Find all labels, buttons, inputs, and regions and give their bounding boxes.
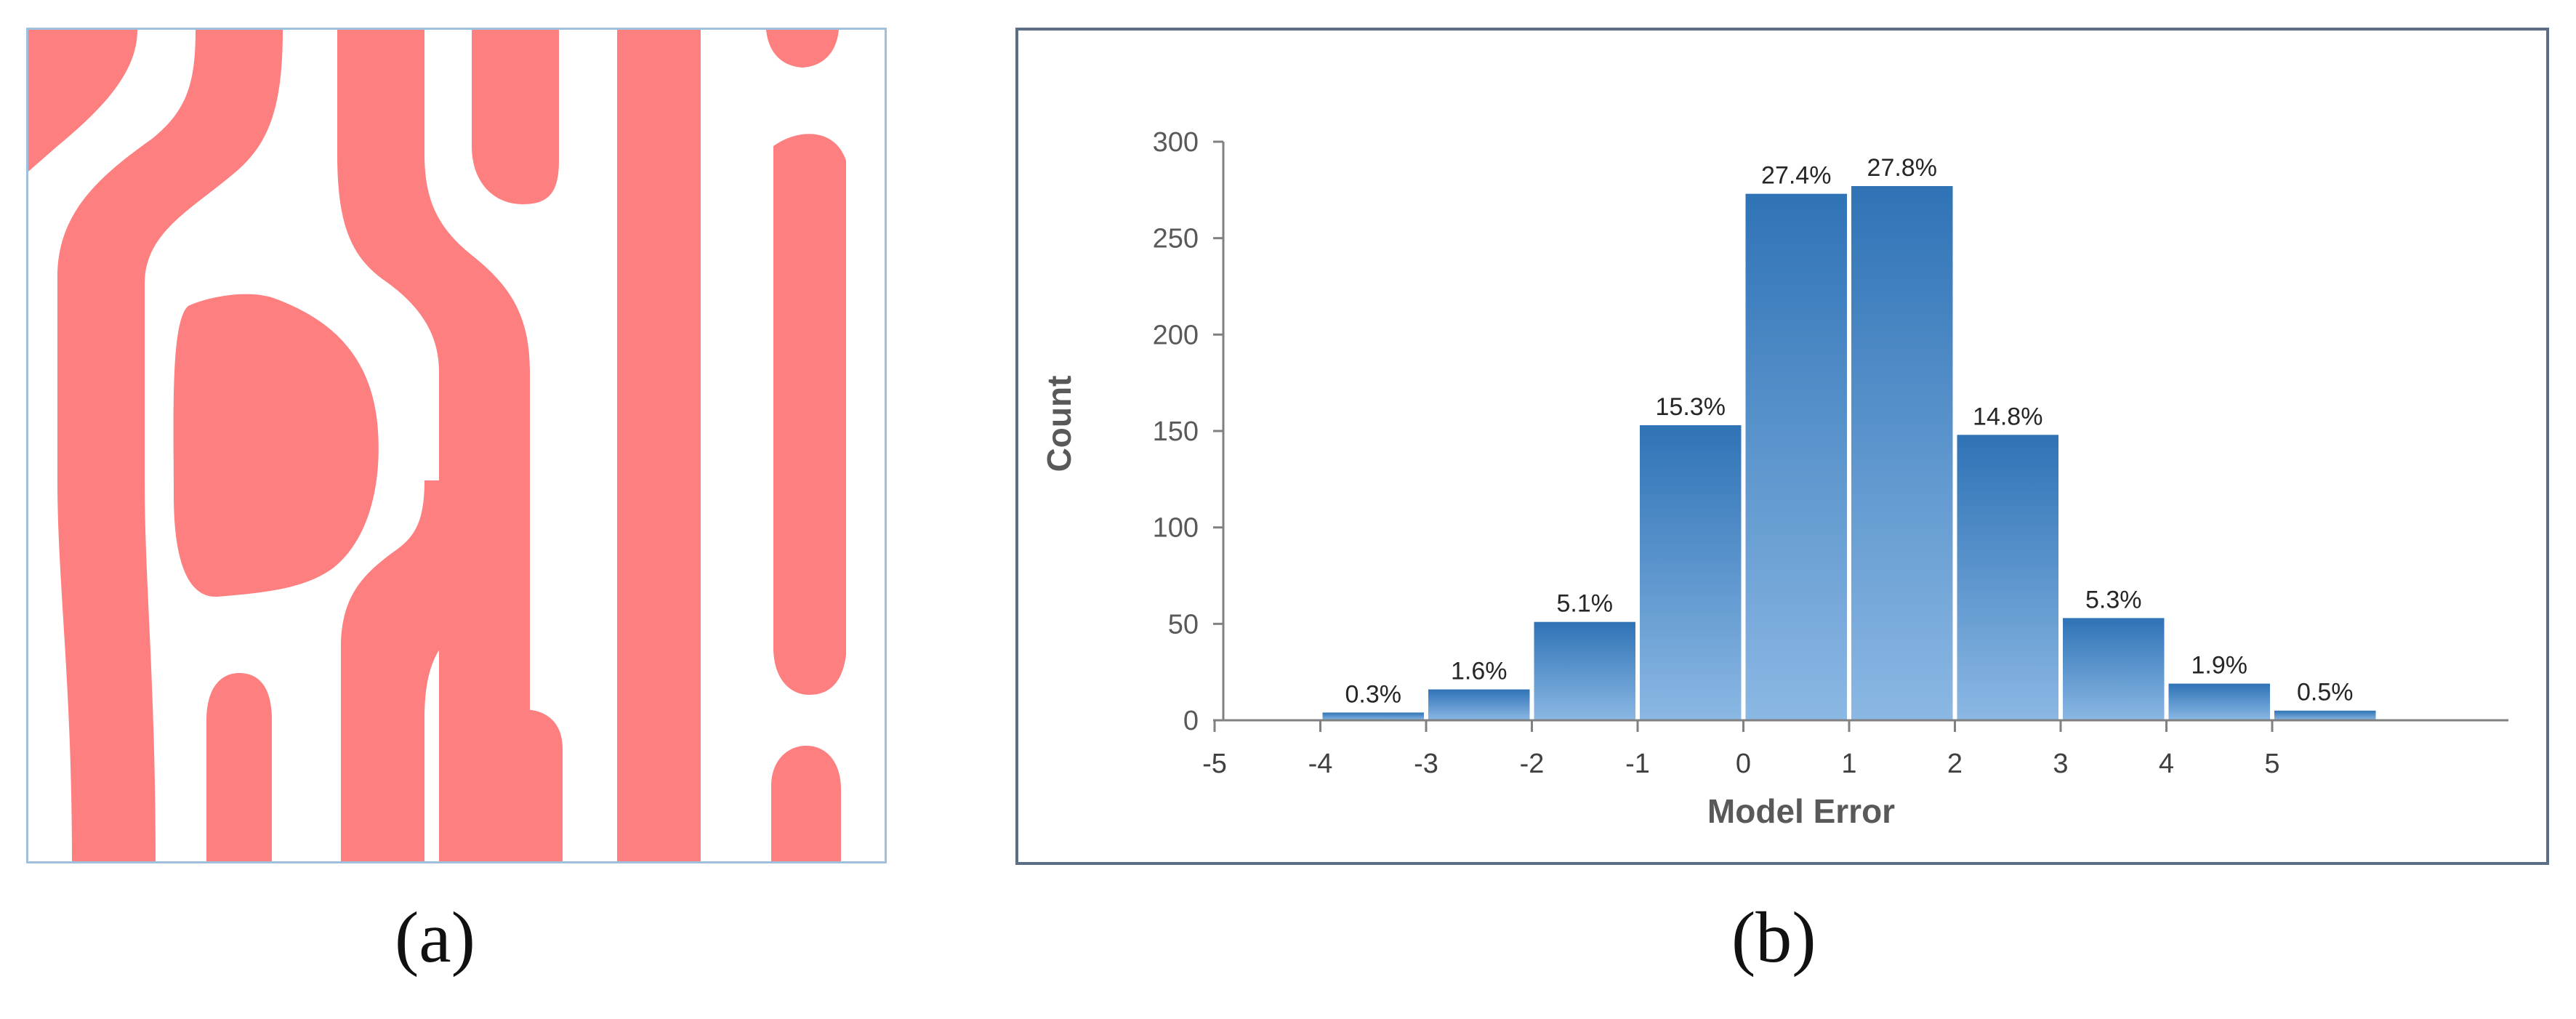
y-tick-label: 50 [1168,609,1199,640]
y-tick-label: 200 [1153,320,1199,350]
histogram-bar [2168,683,2270,720]
histogram-bar [1957,435,2058,720]
y-tick-label: 100 [1153,513,1199,544]
pattern-region-7 [472,30,559,204]
y-tick-label: 0 [1183,706,1199,736]
x-axis-label: Model Error [1707,792,1895,830]
y-tick-label: 300 [1153,127,1199,158]
histogram-bar [1745,193,1847,720]
bar-percent-label: 14.8% [1973,403,2042,430]
x-tick-label: 4 [2159,749,2174,779]
x-tick-label: 0 [1736,749,1751,779]
pattern-region-1 [28,30,137,172]
pattern-region-10 [766,30,839,68]
pattern-region-5 [337,30,530,861]
pattern-svg [28,30,846,861]
bar-percent-label: 1.6% [1451,658,1508,685]
histogram-bar [1534,621,1635,720]
panel-a-pattern-image [26,28,887,863]
y-axis-label: Count [1040,376,1078,472]
histogram-bar [1322,712,1424,720]
pattern-region-8 [483,709,563,861]
bar-percent-label: 5.3% [2085,586,2142,613]
x-tick-label: -3 [1414,749,1438,779]
bar-percent-label: 1.9% [2191,652,2248,680]
pattern-region-6 [341,480,530,861]
bar-percent-label: 0.5% [2297,679,2354,706]
pattern-region-9 [617,30,701,861]
bar-percent-label: 5.1% [1557,590,1614,618]
pattern-region-2 [57,30,283,861]
x-tick-label: 3 [2053,749,2068,779]
pattern-region-11 [773,134,846,695]
histogram-bar [2063,618,2165,720]
histogram-bar [1851,186,1953,720]
x-tick-label: -5 [1202,749,1227,779]
panel-b-histogram-frame: 0 50 100 150 200 250 300 0.3% 1.6% 5.1% 15.3% 27.4… [1015,28,2549,865]
y-tick-label: 250 [1153,224,1199,254]
x-tick-label: -4 [1308,749,1333,779]
x-tick-label: 1 [1841,749,1856,779]
x-tick-label: -2 [1520,749,1545,779]
bar-percent-label: 27.8% [1867,154,1937,182]
histogram-bar [1428,689,1530,720]
bar-percent-label: 27.4% [1761,162,1831,190]
y-tick-label: 150 [1153,416,1199,447]
bar-percent-label: 15.3% [1656,393,1726,421]
histogram-bar [2274,710,2376,720]
bar-percent-label: 0.3% [1345,680,1402,708]
pattern-region-12 [771,746,841,861]
x-tick-label: -1 [1625,749,1650,779]
panel-b-caption: (b) [1731,897,1816,978]
pattern-region-3 [173,294,379,597]
panel-a-caption: (a) [395,897,475,978]
x-tick-label: 2 [1947,749,1963,779]
histogram-bar [1640,425,1742,720]
x-tick-label: 5 [2264,749,2279,779]
pattern-region-4 [206,673,272,861]
